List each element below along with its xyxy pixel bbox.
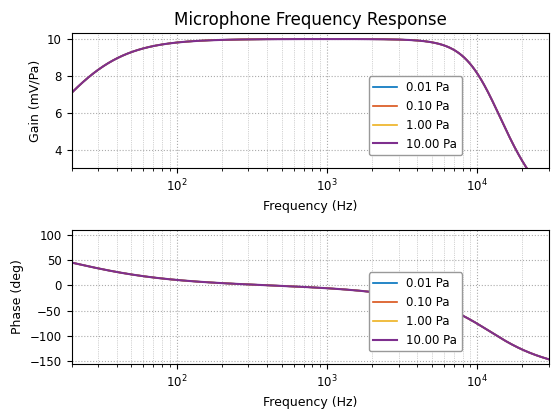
Line: 10.00 Pa: 10.00 Pa xyxy=(72,262,549,359)
Line: 1.00 Pa: 1.00 Pa xyxy=(72,262,549,359)
1.00 Pa xyxy=(68,260,75,265)
0.10 Pa xyxy=(68,90,75,95)
10.00 Pa xyxy=(545,192,552,197)
0.10 Pa xyxy=(151,43,158,48)
0.01 Pa xyxy=(151,275,158,280)
1.00 Pa xyxy=(485,328,492,333)
10.00 Pa xyxy=(536,354,543,359)
0.01 Pa xyxy=(123,271,129,276)
0.01 Pa xyxy=(545,192,552,197)
10.00 Pa xyxy=(545,357,552,362)
Line: 0.01 Pa: 0.01 Pa xyxy=(72,262,549,359)
10.00 Pa xyxy=(485,328,492,333)
0.01 Pa xyxy=(68,90,75,95)
0.01 Pa xyxy=(272,283,279,288)
0.01 Pa xyxy=(272,37,279,42)
0.01 Pa xyxy=(485,90,492,95)
10.00 Pa xyxy=(123,52,129,57)
Line: 0.01 Pa: 0.01 Pa xyxy=(72,39,549,194)
1.00 Pa xyxy=(68,90,75,95)
0.10 Pa xyxy=(545,192,552,197)
1.00 Pa xyxy=(536,183,543,188)
Line: 10.00 Pa: 10.00 Pa xyxy=(72,39,549,194)
0.01 Pa xyxy=(151,43,158,48)
10.00 Pa xyxy=(68,260,75,265)
1.00 Pa xyxy=(272,283,279,288)
1.00 Pa xyxy=(324,37,331,42)
Title: Microphone Frequency Response: Microphone Frequency Response xyxy=(174,11,447,29)
10.00 Pa xyxy=(251,282,258,287)
Y-axis label: Phase (deg): Phase (deg) xyxy=(11,259,24,334)
0.10 Pa xyxy=(251,282,258,287)
10.00 Pa xyxy=(68,90,75,95)
0.01 Pa xyxy=(485,328,492,333)
0.01 Pa xyxy=(324,37,331,42)
1.00 Pa xyxy=(545,192,552,197)
10.00 Pa xyxy=(272,37,279,42)
Line: 1.00 Pa: 1.00 Pa xyxy=(72,39,549,194)
10.00 Pa xyxy=(485,90,492,95)
0.10 Pa xyxy=(324,37,331,42)
1.00 Pa xyxy=(251,282,258,287)
0.10 Pa xyxy=(272,283,279,288)
1.00 Pa xyxy=(536,354,543,359)
0.10 Pa xyxy=(151,275,158,280)
1.00 Pa xyxy=(251,37,258,42)
Y-axis label: Gain (mV/Pa): Gain (mV/Pa) xyxy=(29,60,41,142)
0.01 Pa xyxy=(123,52,129,57)
Line: 0.10 Pa: 0.10 Pa xyxy=(72,262,549,359)
1.00 Pa xyxy=(151,43,158,48)
0.10 Pa xyxy=(485,328,492,333)
0.01 Pa xyxy=(251,282,258,287)
0.10 Pa xyxy=(485,90,492,95)
0.01 Pa xyxy=(536,183,543,188)
0.10 Pa xyxy=(123,271,129,276)
10.00 Pa xyxy=(536,183,543,188)
0.10 Pa xyxy=(272,37,279,42)
Line: 0.10 Pa: 0.10 Pa xyxy=(72,39,549,194)
X-axis label: Frequency (Hz): Frequency (Hz) xyxy=(263,200,357,213)
0.10 Pa xyxy=(536,354,543,359)
0.10 Pa xyxy=(123,52,129,57)
0.01 Pa xyxy=(545,357,552,362)
X-axis label: Frequency (Hz): Frequency (Hz) xyxy=(263,396,357,409)
1.00 Pa xyxy=(545,357,552,362)
1.00 Pa xyxy=(272,37,279,42)
1.00 Pa xyxy=(485,90,492,95)
0.01 Pa xyxy=(251,37,258,42)
Legend: 0.01 Pa, 0.10 Pa, 1.00 Pa, 10.00 Pa: 0.01 Pa, 0.10 Pa, 1.00 Pa, 10.00 Pa xyxy=(368,272,462,352)
0.10 Pa xyxy=(536,183,543,188)
1.00 Pa xyxy=(151,275,158,280)
10.00 Pa xyxy=(272,283,279,288)
0.10 Pa xyxy=(251,37,258,42)
0.01 Pa xyxy=(536,354,543,359)
0.01 Pa xyxy=(68,260,75,265)
1.00 Pa xyxy=(123,52,129,57)
Legend: 0.01 Pa, 0.10 Pa, 1.00 Pa, 10.00 Pa: 0.01 Pa, 0.10 Pa, 1.00 Pa, 10.00 Pa xyxy=(368,76,462,155)
10.00 Pa xyxy=(251,37,258,42)
10.00 Pa xyxy=(123,271,129,276)
0.10 Pa xyxy=(545,357,552,362)
10.00 Pa xyxy=(324,37,331,42)
1.00 Pa xyxy=(123,271,129,276)
10.00 Pa xyxy=(151,275,158,280)
10.00 Pa xyxy=(151,43,158,48)
0.10 Pa xyxy=(68,260,75,265)
